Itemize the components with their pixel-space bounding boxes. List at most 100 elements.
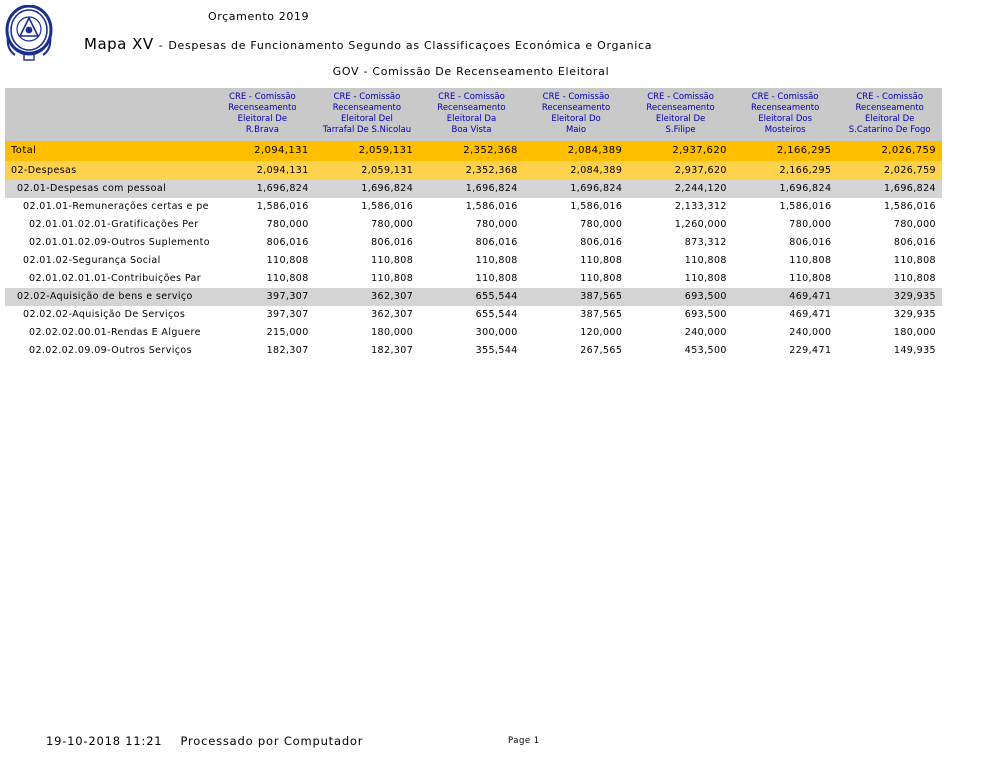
row-value: 2,937,620 (628, 160, 733, 180)
column-header-2-line1: CRE - Comissão (438, 92, 505, 102)
row-value: 2,059,131 (314, 160, 420, 180)
row-value: 2,166,295 (732, 140, 838, 161)
entity-name: GOV - Comissão De Recenseamento Eleitora… (332, 65, 610, 78)
column-header-0-line3: R.Brava (245, 124, 279, 135)
row-value: 329,935 (837, 287, 942, 306)
row-value: 693,500 (628, 305, 733, 324)
column-header-3: CRE - Comissão Recenseamento Eleitoral D… (523, 88, 629, 141)
row-value: 1,586,016 (837, 197, 942, 216)
row-value: 110,808 (210, 269, 315, 288)
row-value: 387,565 (523, 305, 629, 324)
row-value: 229,471 (732, 341, 838, 360)
column-header-3-line1: CRE - Comissão (542, 92, 610, 102)
column-header-6-line1: CRE - Comissão (856, 92, 924, 102)
row-value: 780,000 (732, 215, 838, 234)
table-body: Total 2,094,131 2,059,131 2,352,368 2,084,38… (5, 140, 942, 360)
table-row: 02.01-Despesas com pessoal 1,696,824 1,696… (5, 179, 942, 198)
table-row: 02.01.01-Remunerações certas e pe 1,586,0… (5, 197, 942, 216)
column-header-3-line2: Recenseamento Eleitoral Do (541, 102, 611, 124)
row-value: 1,586,016 (314, 197, 420, 216)
row-value: 110,808 (732, 269, 838, 288)
row-value: 2,244,120 (628, 179, 733, 198)
column-header-6-line3: S.Catarino De Fogo (848, 124, 931, 135)
row-value: 215,000 (210, 323, 315, 342)
row-value: 1,586,016 (732, 197, 838, 216)
row-value: 2,166,295 (732, 160, 838, 180)
column-header-1-line2: Recenseamento Eleitoral Del (332, 102, 402, 124)
row-value: 182,307 (210, 341, 315, 360)
footer-page-number: Page 1 (508, 736, 540, 746)
row-value: 806,016 (314, 233, 420, 252)
row-value: 149,935 (837, 341, 942, 360)
row-value: 267,565 (523, 341, 629, 360)
row-value: 387,565 (523, 287, 629, 306)
row-value: 2,084,389 (523, 160, 629, 180)
report-subtitle: Despesas de Funcionamento Segundo as Cla… (168, 39, 653, 52)
table-row: 02.02.02-Aquisição De Serviços 397,307 362… (5, 305, 942, 324)
row-value: 780,000 (419, 215, 524, 234)
row-value: 110,808 (210, 251, 315, 270)
row-value: 1,696,824 (837, 179, 942, 198)
row-value: 300,000 (419, 323, 524, 342)
column-header-3-line3: Maio (565, 124, 587, 135)
column-header-2: CRE - Comissão Recenseamento Eleitoral D… (419, 88, 524, 141)
row-label: 02.02-Aquisição de bens e serviço (5, 287, 211, 306)
table-row: 02.01.01.02.09-Outros Suplemento 806,016 8… (5, 233, 942, 252)
row-value: 397,307 (210, 305, 315, 324)
table-row: 02.02.02.00.01-Rendas E Alguere 215,000 18… (5, 323, 942, 342)
row-value: 355,544 (419, 341, 524, 360)
row-value: 2,352,368 (419, 160, 524, 180)
row-value: 1,696,824 (419, 179, 524, 198)
header-row: CRE - Comissão Recenseamento Eleitoral D… (5, 88, 942, 141)
row-value: 780,000 (210, 215, 315, 234)
column-header-1-line1: CRE - Comissão (333, 92, 401, 102)
table-row: 02.01.02.01.01-Contribuições Par 110,808 1… (5, 269, 942, 288)
table-row: 02-Despesas 2,094,131 2,059,131 2,352,368 2,… (5, 160, 942, 180)
row-value: 2,026,759 (837, 160, 942, 180)
table-row: 02.02.02.09.09-Outros Serviços 182,307 182… (5, 341, 942, 360)
row-value: 1,696,824 (732, 179, 838, 198)
column-header-5-line1: CRE - Comissão (751, 92, 819, 102)
row-value: 2,094,131 (210, 160, 315, 180)
row-value: 693,500 (628, 287, 733, 306)
row-value: 655,544 (419, 305, 524, 324)
row-label: 02.01.02.01.01-Contribuições Par (5, 269, 211, 288)
row-value: 2,937,620 (628, 140, 733, 161)
table-row: 02.02-Aquisição de bens e serviço 397,307… (5, 287, 942, 306)
column-header-5-line2: Recenseamento Eleitoral Dos (750, 102, 820, 124)
row-value: 806,016 (732, 233, 838, 252)
row-value: 655,544 (419, 287, 524, 306)
row-value: 110,808 (419, 251, 524, 270)
column-header-6: CRE - Comissão Recenseamento Eleitoral D… (837, 88, 942, 141)
row-label: 02.01.01.02.01-Gratificações Per (5, 215, 211, 234)
row-value: 873,312 (628, 233, 733, 252)
row-value: 806,016 (419, 233, 524, 252)
budget-table-container: CRE - Comissão Recenseamento Eleitoral D… (5, 88, 942, 360)
column-header-4-line3: S.Filipe (665, 124, 696, 135)
row-value: 806,016 (210, 233, 315, 252)
row-value: 1,696,824 (210, 179, 315, 198)
row-value: 110,808 (732, 251, 838, 270)
row-label: 02.01-Despesas com pessoal (5, 179, 211, 198)
row-value: 182,307 (314, 341, 420, 360)
column-header-1: CRE - Comissão Recenseamento Eleitoral D… (314, 88, 420, 141)
budget-table: CRE - Comissão Recenseamento Eleitoral D… (5, 88, 942, 360)
row-label: 02.01.01.02.09-Outros Suplemento (5, 233, 211, 252)
column-header-1-line3: Tarrafal De S.Nicolau (322, 124, 412, 135)
row-value: 110,808 (419, 269, 524, 288)
row-value: 110,808 (837, 269, 942, 288)
table-row: Total 2,094,131 2,059,131 2,352,368 2,084,38… (5, 140, 942, 161)
row-value: 2,133,312 (628, 197, 733, 216)
row-value: 397,307 (210, 287, 315, 306)
header-corner (5, 88, 211, 141)
row-value: 120,000 (523, 323, 629, 342)
row-value: 240,000 (628, 323, 733, 342)
column-header-2-line3: Boa Vista (451, 124, 492, 135)
row-value: 1,260,000 (628, 215, 733, 234)
row-value: 362,307 (314, 305, 420, 324)
row-value: 469,471 (732, 287, 838, 306)
row-label: Total (5, 140, 211, 161)
row-value: 1,696,824 (523, 179, 629, 198)
budget-year-title: Orçamento 2019 (208, 10, 310, 23)
row-value: 1,696,824 (314, 179, 420, 198)
